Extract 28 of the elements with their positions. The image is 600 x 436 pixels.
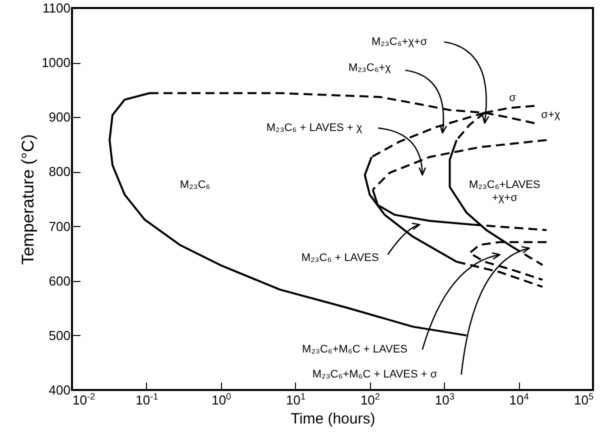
annotation: M₂₃C₆ — [180, 178, 210, 191]
x-tick-label: 10$^{3}$ — [434, 392, 454, 408]
y-tick-label: 800 — [48, 164, 70, 180]
y-tick-label: 1000 — [42, 55, 70, 70]
annotation: M₂₃C₆+χ+σ — [371, 36, 428, 48]
x-axis-title: Time (hours) — [290, 410, 376, 428]
annotation: σ+χ — [541, 108, 560, 121]
annotation: σ — [509, 92, 516, 104]
y-tick-label: 600 — [48, 273, 70, 288]
x-tick-label: 10$^{2}$ — [360, 392, 380, 408]
x-tick-label: 10$^{-2}$ — [72, 392, 96, 408]
y-tick-label: 1100 — [42, 0, 70, 16]
annotation: M₂₃C₆+LAVES +χ+σ — [468, 178, 540, 204]
x-tick-label: 10$^{4}$ — [509, 392, 529, 408]
annotation: M₂₃C₆+χ — [348, 62, 392, 74]
x-tick-label: 10$^{0}$ — [212, 392, 232, 408]
x-tick-label: 10$^{-1}$ — [136, 392, 158, 408]
y-tick-label: 400 — [48, 382, 70, 398]
y-axis-title: Temperature (°C) — [18, 134, 38, 265]
y-tick-label: 900 — [48, 110, 70, 125]
annotation: M₂₃C₆+M₆C + LAVES + σ — [312, 368, 438, 381]
annotation: M₂₃C₆ + LAVES — [301, 252, 379, 264]
y-tick-label: 500 — [48, 328, 70, 343]
x-tick-label: 10$^{1}$ — [286, 392, 306, 408]
annotation: M₂₃C₆+M₆C + LAVES — [302, 344, 408, 356]
y-tick-label: 700 — [48, 218, 70, 234]
x-tick-label: 10$^{5}$ — [574, 392, 594, 408]
annotation: M₂₃C₆ + LAVES + χ — [266, 122, 362, 134]
